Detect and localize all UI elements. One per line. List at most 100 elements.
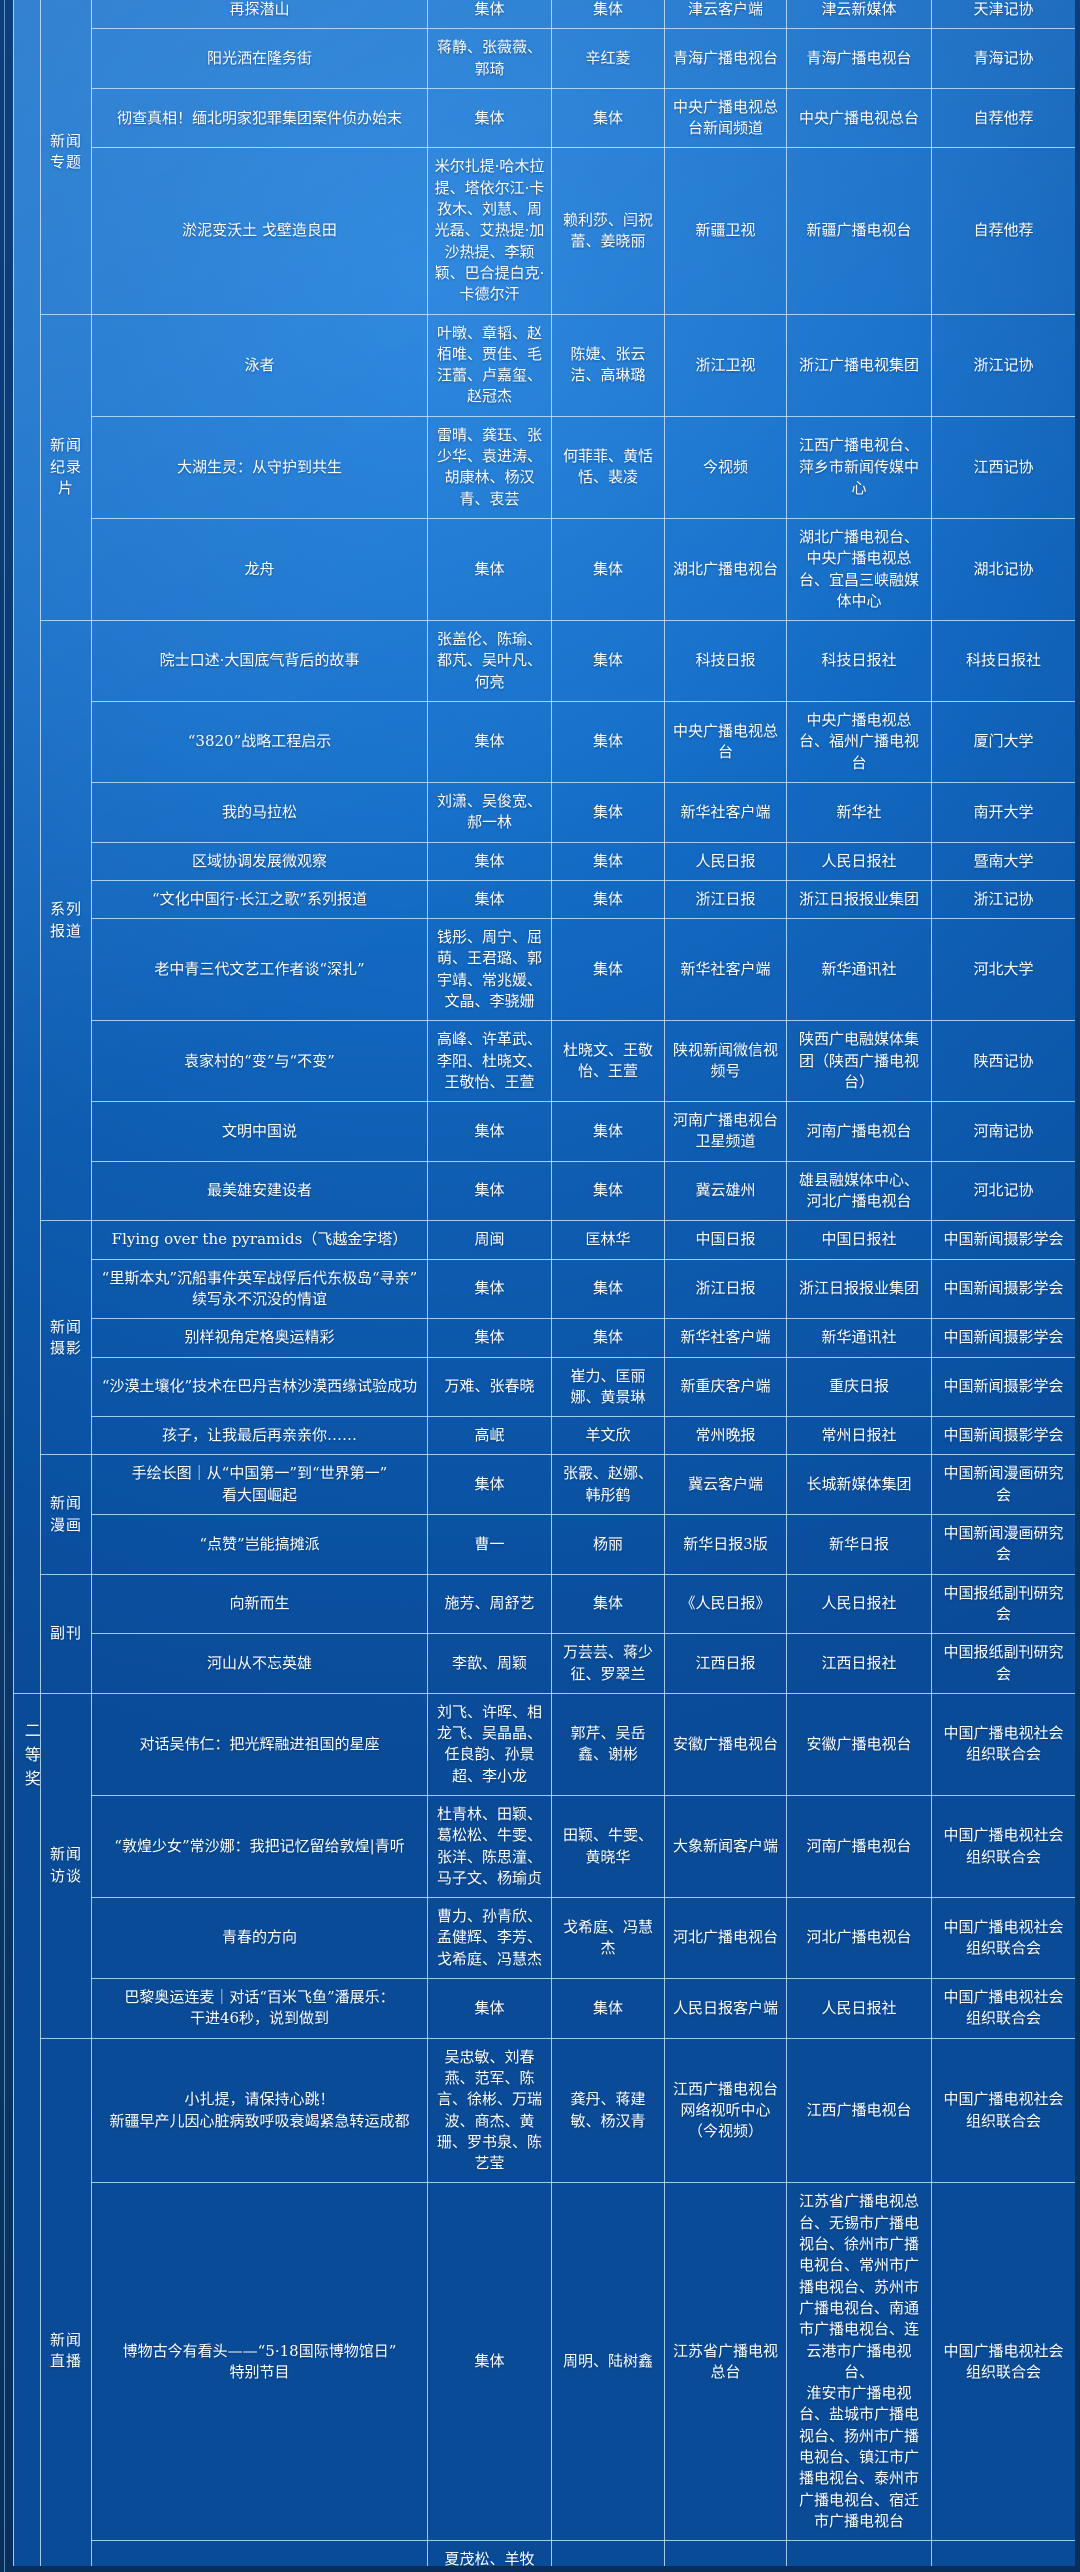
outlet-cell: 浙江卫视 — [664, 313, 787, 417]
editors-cell: 集体 — [551, 701, 665, 783]
award-row: “3820”战略工程启示 集体 集体 中央广播电视总台 中央广播电视总台、福州广播电视台… — [14, 701, 1075, 783]
editors-cell: 集体 — [551, 1573, 665, 1635]
title-cell: “点赞”岂能搞摊派 — [91, 1514, 428, 1575]
award-tier-cell: 二等奖 — [13, 1692, 41, 2566]
editors-cell: 集体 — [551, 1258, 665, 1320]
editors-cell: 集体 — [551, 781, 665, 843]
title-cell: “敦煌少女”常沙娜：我把记忆留给敦煌|青听 — [91, 1794, 428, 1899]
editors-cell: 孙晓蒨、刘志强、沈利 — [551, 2540, 665, 2566]
authors-cell: 集体 — [427, 1318, 552, 1358]
editors-cell: 集体 — [551, 879, 665, 920]
award-row: 巴黎奥运连麦｜对话“百米飞鱼”潘展乐： 干进46秒，说到做到 集体 集体 人民日报客户… — [14, 1978, 1075, 2039]
submitter-cell: 新疆广播电视台 — [786, 147, 932, 315]
submitter-cell: 新华社 — [786, 781, 932, 843]
outlet-cell: 冀云客户端 — [664, 1454, 787, 1516]
authors-cell: 叶暾、章韬、赵栢唯、贾佳、毛汪蕾、卢嘉玺、赵冠杰 — [427, 313, 552, 417]
recommender-cell: 中国广播电视社会组织联合会 — [931, 1794, 1075, 1899]
recommender-cell: 中国新闻漫画研究会 — [931, 1514, 1075, 1575]
outlet-cell: 新华社客户端 — [664, 918, 787, 1022]
authors-cell: 蒋静、张薇薇、郭琦 — [427, 28, 552, 89]
authors-cell: 集体 — [427, 0, 552, 30]
award-row: 新闻 专题 再探潜山 集体 集体 津云客户端 津云新媒体 天津记协 — [13, 0, 1075, 1694]
authors-cell: 周闽 — [427, 1220, 552, 1260]
recommender-cell: 中国新闻漫画研究会 — [931, 1454, 1075, 1516]
outlet-cell: 新华社客户端 — [664, 781, 787, 843]
title-cell: 河山从不忘英雄 — [91, 1633, 428, 1694]
submitter-cell: 中央广播电视总台 — [786, 87, 932, 149]
editors-cell: 匡林华 — [551, 1220, 665, 1260]
award-row: 新闻 直播 小扎提，请保持心跳！ 新疆早产儿因心脏病致呼吸衰竭紧急转运成都 吴忠敏、… — [14, 2037, 1075, 2566]
authors-cell: 施芳、周舒艺 — [427, 1573, 552, 1635]
recommender-cell: 陕西记协 — [931, 1020, 1075, 1103]
editors-cell: 杜晓文、王敬怡、王萱 — [551, 1020, 665, 1103]
category-cell: 新闻 专题 — [40, 0, 92, 315]
submitter-cell: 安徽广播电视台 — [786, 1692, 932, 1797]
outlet-cell: 中国日报 — [664, 1220, 787, 1260]
recommender-cell: 天津记协 — [931, 0, 1075, 30]
outlet-cell: 江西日报 — [664, 1633, 787, 1694]
submitter-cell: 湖北广播电视台、中央广播电视总台、宜昌三峡融媒体中心 — [786, 517, 932, 622]
submitter-cell: 新华通讯社 — [786, 918, 932, 1022]
submitter-cell: 人民日报社 — [786, 1978, 932, 2039]
outlet-cell: 今视频 — [664, 415, 787, 519]
title-cell: “文化中国行·长江之歌”系列报道 — [91, 879, 428, 920]
category-cell: 新闻 访谈 — [40, 1692, 92, 2039]
recommender-cell: 江西记协 — [931, 415, 1075, 519]
submitter-cell: 长城新媒体集团 — [786, 1454, 932, 1516]
submitter-cell: 河南广播电视台 — [786, 1794, 932, 1899]
award-row: 淤泥变沃土 戈壁造良田 米尔扎提·哈木拉提、塔依尔江·卡孜木、刘慧、周光磊、艾热提… — [14, 147, 1075, 315]
title-cell: 巴黎奥运连麦｜对话“百米飞鱼”潘展乐： 干进46秒，说到做到 — [91, 1978, 428, 2039]
editors-cell: 郭芹、吴岳鑫、谢彬 — [551, 1692, 665, 1797]
recommender-cell: 中国广播电视社会组织联合会 — [931, 2182, 1075, 2542]
award-row: 阳光洒在隆务街 蒋静、张薇薇、郭琦 辛红菱 青海广播电视台 青海广播电视台 青海记协 — [14, 28, 1075, 89]
award-row: 最美雄安建设者 集体 集体 冀云雄州 雄县融媒体中心、河北广播电视台 河北记协 — [14, 1160, 1075, 1222]
award-row: 博物古今有看头——“5·18国际博物馆日” 特别节目 集体 周明、陆树鑫 江苏省广播电… — [14, 2182, 1075, 2542]
editors-cell: 杨丽 — [551, 1514, 665, 1575]
outlet-cell: 新重庆客户端 — [664, 1356, 787, 1418]
editors-cell: 万芸芸、蒋少征、罗翠兰 — [551, 1633, 665, 1694]
recommender-cell: 中国报纸副刊研究会 — [931, 1633, 1075, 1694]
award-row: “沙漠土壤化”技术在巴丹吉林沙漠西缘试验成功 万难、张春晓 崔力、匡丽娜、黄景琳 新重… — [14, 1356, 1075, 1418]
recommender-cell: 湖北记协 — [931, 517, 1075, 622]
editors-cell: 集体 — [551, 620, 665, 703]
title-cell: 博物古今有看头——“5·18国际博物馆日” 特别节目 — [91, 2182, 428, 2542]
award-row: 龙舟 集体 集体 湖北广播电视台 湖北广播电视台、中央广播电视总台、宜昌三峡融媒体中心湖… — [14, 517, 1075, 622]
authors-cell: 米尔扎提·哈木拉提、塔依尔江·卡孜木、刘慧、周光磊、艾热提·加沙热提、李颖颖、巴… — [427, 147, 552, 315]
submitter-cell: 江西日报社 — [786, 1633, 932, 1694]
title-cell: 泳者 — [91, 313, 428, 417]
submitter-cell: 雄县融媒体中心、河北广播电视台 — [786, 1160, 932, 1222]
outlet-cell: 新华社客户端 — [664, 1318, 787, 1358]
title-cell: 再探潜山 — [91, 0, 428, 30]
outlet-cell: “杭州综合频道”视频号等 — [664, 2540, 787, 2566]
recommender-cell: 中国广播电视社会组织联合会 — [931, 2540, 1075, 2566]
title-cell: 最后一次出车 杭州劳模孔师傅要退休了 — [91, 2540, 428, 2566]
submitter-cell: 人民日报社 — [786, 1573, 932, 1635]
recommender-cell: 中国新闻摄影学会 — [931, 1416, 1075, 1456]
title-cell: 我的马拉松 — [91, 781, 428, 843]
outlet-cell: 人民日报客户端 — [664, 1978, 787, 2039]
awards-table: 新闻 专题 再探潜山 集体 集体 津云客户端 津云新媒体 天津记协 阳光洒在隆务街 蒋静、张薇薇… — [13, 0, 1075, 2566]
title-cell: 袁家村的“变”与“不变” — [91, 1020, 428, 1103]
award-row: 大湖生灵：从守护到共生 雷晴、龚珏、张少华、袁进涛、胡康林、杨汉青、衷芸 何菲菲、黄… — [14, 415, 1075, 519]
outlet-cell: 江西广播电视台网络视听中心（今视频） — [664, 2037, 787, 2184]
submitter-cell: 新华通讯社 — [786, 1318, 932, 1358]
title-cell: 手绘长图｜从“中国第一”到“世界第一” 看大国崛起 — [91, 1454, 428, 1516]
category-cell: 新闻 摄影 — [40, 1220, 92, 1456]
category-cell: 副刊 — [40, 1573, 92, 1694]
award-row: “文化中国行·长江之歌”系列报道 集体 集体 浙江日报 浙江日报报业集团 浙江记协 — [14, 879, 1075, 920]
awards-table-region: 新闻 专题 再探潜山 集体 集体 津云客户端 津云新媒体 天津记协 阳光洒在隆务街 蒋静、张薇薇… — [13, 0, 1075, 2566]
award-tier-cell — [13, 0, 41, 1694]
submitter-cell: 青海广播电视台 — [786, 28, 932, 89]
recommender-cell: 暨南大学 — [931, 841, 1075, 881]
submitter-cell: 江苏省广播电视总台、无锡市广播电视台、徐州市广播电视台、常州市广播电视台、苏州市… — [786, 2182, 932, 2542]
editors-cell: 集体 — [551, 87, 665, 149]
outlet-cell: 河南广播电视台卫星频道 — [664, 1101, 787, 1162]
editors-cell: 集体 — [551, 918, 665, 1022]
category-cell: 新闻 漫画 — [40, 1454, 92, 1575]
authors-cell: 集体 — [427, 517, 552, 622]
award-row: 系列 报道 院士口述·大国底气背后的故事 张盖伦、陈瑜、都芃、吴叶凡、何亮 集体 科技日… — [14, 620, 1075, 1222]
editors-cell: 何菲菲、黄恬恬、裴凌 — [551, 415, 665, 519]
editors-cell: 羊文欣 — [551, 1416, 665, 1456]
title-cell: 龙舟 — [91, 517, 428, 622]
recommender-cell: 中国新闻摄影学会 — [931, 1220, 1075, 1260]
